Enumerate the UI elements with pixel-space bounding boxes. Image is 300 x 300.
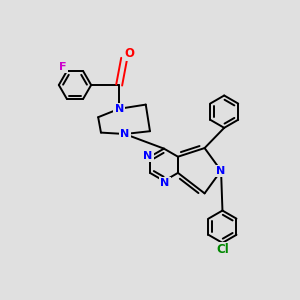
Text: N: N [143,151,153,161]
Text: Cl: Cl [216,243,229,256]
Text: N: N [115,104,124,114]
Text: F: F [59,62,67,72]
Text: N: N [216,166,226,176]
Text: O: O [124,47,134,60]
Text: N: N [120,129,129,139]
Text: N: N [160,178,170,188]
